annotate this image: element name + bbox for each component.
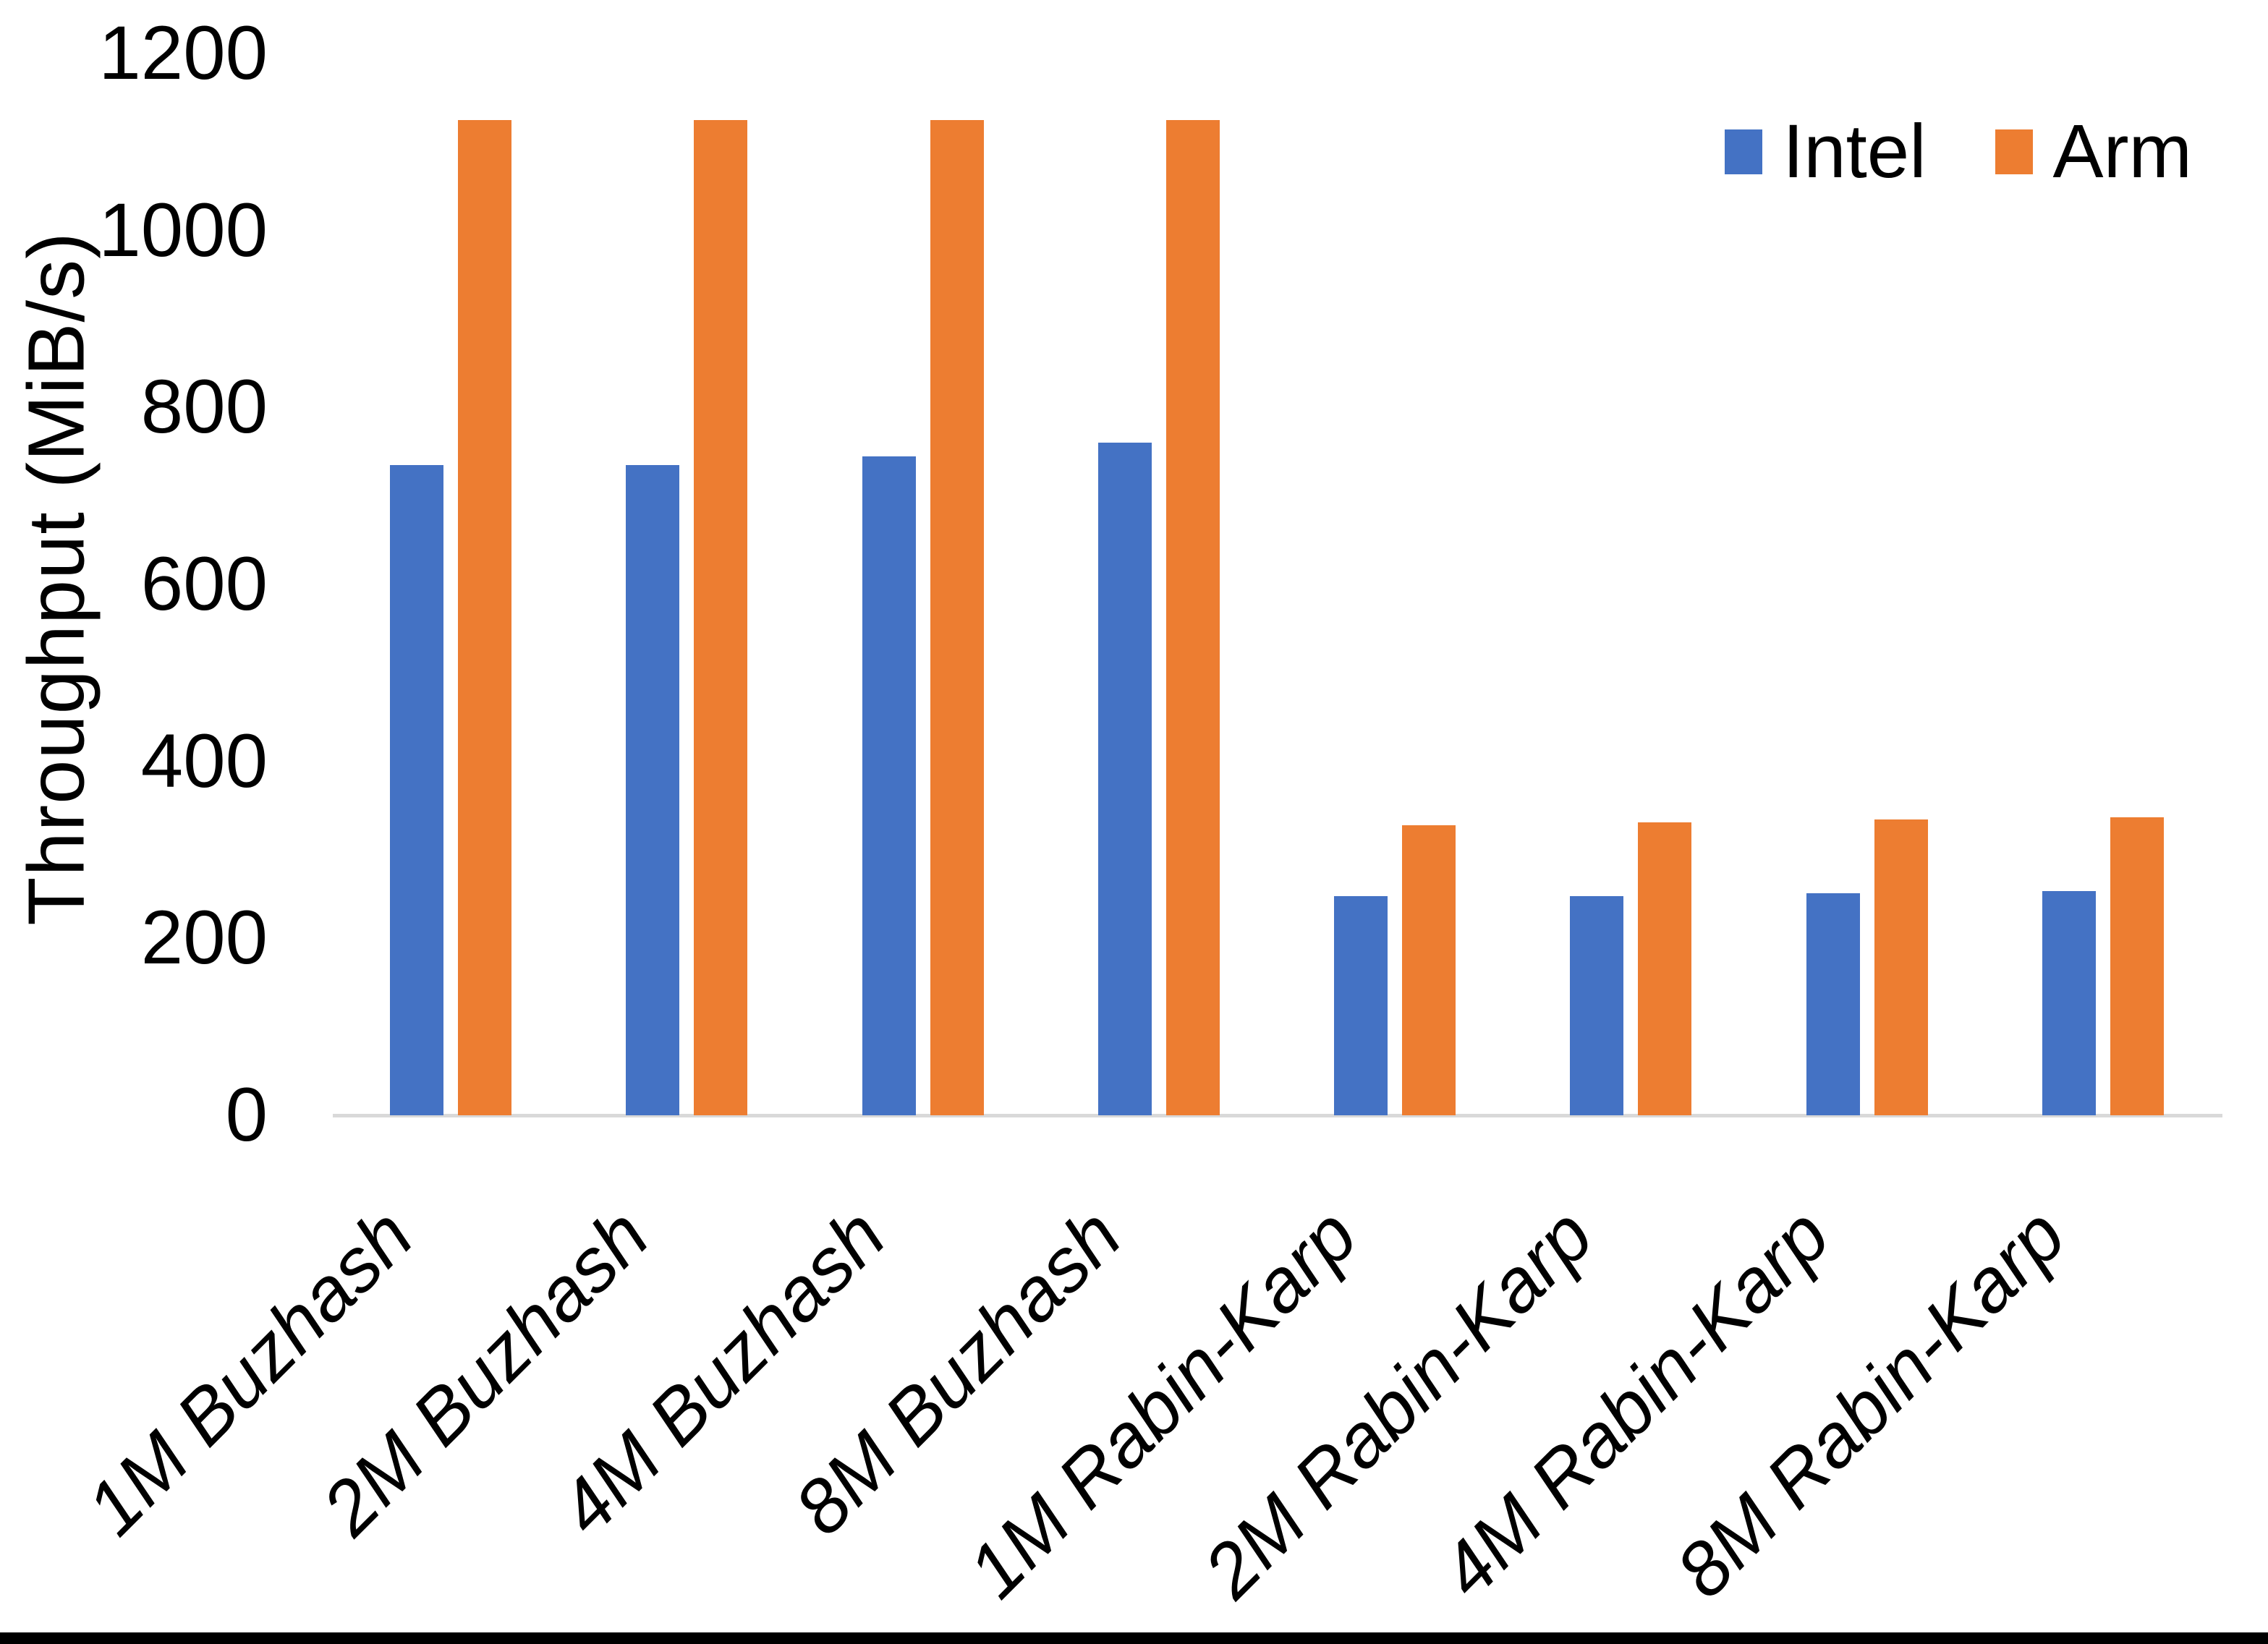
bar-arm-1m-rabin-karp [1402,825,1456,1115]
arm-series-swatch [1995,129,2033,174]
legend-label-intel: Intel [1783,109,1927,194]
legend: Intel Arm [1725,108,2192,195]
bar-intel-1m-buzhash [390,464,444,1115]
x-axis-line [333,1114,2222,1117]
y-tick-label-1000: 1000 [98,187,268,273]
bar-intel-2m-rabin-karp [1570,895,1624,1115]
y-tick-label-200: 200 [140,895,268,981]
legend-label-arm: Arm [2052,109,2192,194]
bar-intel-2m-buzhash [626,464,680,1115]
y-tick-label-600: 600 [140,542,268,626]
y-tick-label-1200: 1200 [98,11,268,95]
bar-intel-1m-rabin-karp [1334,895,1388,1115]
bar-intel-4m-rabin-karp [1806,893,1860,1115]
bar-arm-8m-rabin-karp [2110,817,2164,1115]
bar-arm-4m-buzhash [930,119,984,1115]
legend-item-intel: Intel [1725,108,1927,195]
bar-intel-8m-rabin-karp [2042,891,2096,1115]
bar-arm-8m-buzhash [1165,119,1220,1115]
intel-series-swatch [1725,129,1763,174]
bar-arm-2m-buzhash [694,119,748,1115]
bar-arm-4m-rabin-karp [1874,819,1928,1115]
bar-intel-4m-buzhash [862,456,916,1115]
bar-intel-8m-buzhash [1097,443,1152,1115]
y-tick-label-800: 800 [140,365,268,450]
y-axis-tick-labels: 0 200 400 600 800 1000 1200 [0,0,268,1644]
y-tick-label-0: 0 [225,1073,268,1157]
y-tick-label-400: 400 [140,718,268,804]
bottom-border-bar [0,1632,2268,1644]
legend-item-arm: Arm [1995,108,2192,195]
bar-arm-1m-buzhash [458,119,512,1115]
bar-arm-2m-rabin-karp [1638,822,1692,1115]
